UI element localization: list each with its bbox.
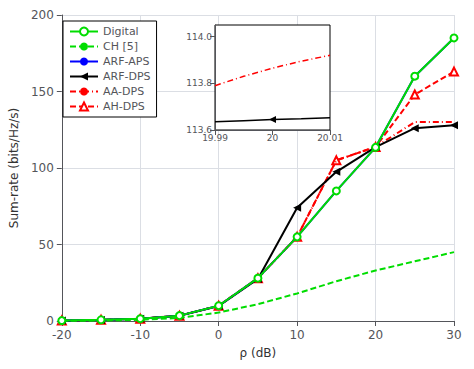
svg-text:CH [5]: CH [5] (103, 40, 138, 53)
svg-text:113.8: 113.8 (186, 78, 212, 88)
svg-text:0: 0 (46, 314, 54, 328)
svg-text:AA-DPS: AA-DPS (103, 85, 144, 98)
svg-text:Sum-rate (bits/Hz/s): Sum-rate (bits/Hz/s) (7, 108, 21, 228)
svg-text:0: 0 (215, 328, 223, 342)
svg-text:20.01: 20.01 (317, 133, 343, 143)
svg-text:150: 150 (31, 85, 54, 99)
svg-text:20: 20 (267, 133, 279, 143)
svg-text:ρ (dB): ρ (dB) (240, 346, 277, 360)
svg-text:ARF-DPS: ARF-DPS (103, 70, 151, 83)
svg-text:ARF-APS: ARF-APS (103, 55, 149, 68)
svg-text:30: 30 (446, 328, 461, 342)
svg-text:-20: -20 (52, 328, 72, 342)
svg-text:20: 20 (368, 328, 383, 342)
svg-text:10: 10 (289, 328, 304, 342)
svg-text:-10: -10 (130, 328, 150, 342)
svg-text:113.6: 113.6 (186, 125, 212, 135)
svg-text:50: 50 (39, 238, 54, 252)
svg-text:Digital: Digital (103, 25, 139, 38)
svg-text:19.99: 19.99 (202, 133, 228, 143)
svg-text:100: 100 (31, 161, 54, 175)
svg-text:200: 200 (31, 8, 54, 22)
svg-text:114.0: 114.0 (186, 32, 212, 42)
svg-text:AH-DPS: AH-DPS (103, 100, 145, 113)
